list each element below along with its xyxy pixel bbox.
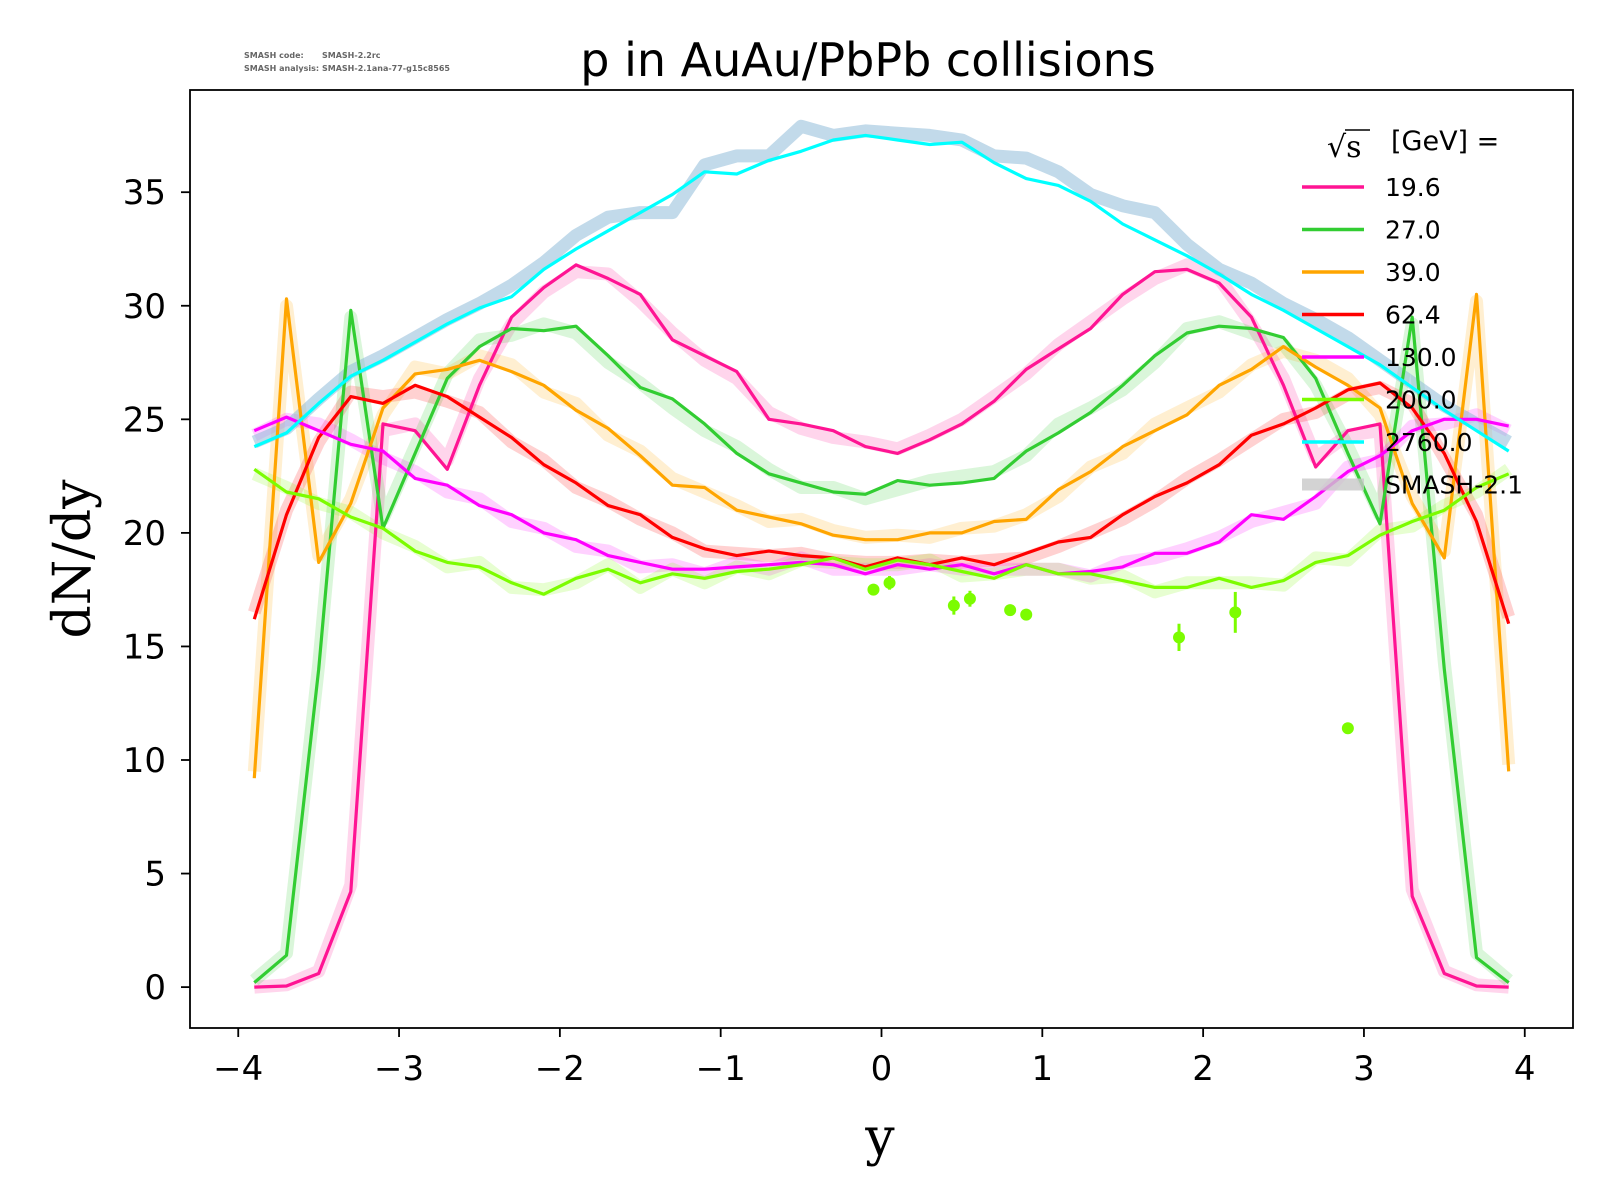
y-tick-label: 5 — [144, 855, 166, 895]
legend-title-text: [GeV] = — [1391, 126, 1499, 157]
measured-point-3 — [963, 592, 976, 605]
legend-title-symbol: √s — [1327, 130, 1362, 165]
series-0-line — [254, 263, 1509, 989]
legend-label-4: 130.0 — [1385, 343, 1457, 372]
series-2-line — [252, 292, 1511, 779]
series-1-reference-band — [250, 310, 1513, 986]
legend-label-2: 39.0 — [1385, 258, 1441, 287]
smash-analysis-value: SMASH-2.1ana-77-g15c8565 — [322, 64, 450, 73]
x-tick-label: −4 — [213, 1049, 263, 1089]
smash-analysis-label: SMASH analysis: — [244, 64, 319, 73]
y-axis-label: dN/dy — [43, 479, 103, 639]
series-0-reference-band — [253, 258, 1510, 994]
x-tick-label: −3 — [374, 1049, 424, 1089]
y-tick-label: 20 — [123, 514, 166, 554]
legend-label-0: 19.6 — [1385, 173, 1441, 202]
measured-point-0 — [867, 583, 880, 596]
y-tick-label: 10 — [123, 741, 166, 781]
series-6-line — [253, 133, 1510, 453]
x-tick-label: −1 — [696, 1049, 746, 1089]
smash-code-value: SMASH-2.2rc — [322, 51, 381, 60]
legend-label-6: 2760.0 — [1385, 428, 1472, 457]
y-tick-label: 0 — [144, 968, 166, 1008]
y-axis-ticks: 0 5 10 15 20 25 30 35 — [123, 173, 190, 1008]
chart-title: p in AuAu/PbPb collisions — [580, 33, 1155, 87]
x-tick-label: 1 — [1031, 1049, 1053, 1089]
measured-point-5 — [1020, 608, 1033, 621]
smash-code-label: SMASH code: — [244, 51, 304, 60]
measured-point-1 — [883, 576, 896, 589]
x-tick-label: 0 — [871, 1049, 893, 1089]
y-tick-label: 25 — [123, 400, 166, 440]
legend-label-1: 27.0 — [1385, 216, 1441, 245]
x-tick-label: 2 — [1192, 1049, 1214, 1089]
y-tick-label: 35 — [123, 173, 166, 213]
measured-points — [867, 576, 1354, 735]
x-tick-label: 4 — [1514, 1049, 1536, 1089]
legend-label-5: 200.0 — [1385, 386, 1457, 415]
series-lines — [252, 133, 1511, 989]
series-3-line — [252, 381, 1511, 625]
series-4-line — [253, 415, 1510, 576]
series-2-reference-band — [247, 294, 1516, 772]
y-tick-label: 15 — [123, 627, 166, 667]
measured-point-2 — [947, 599, 960, 612]
smash-reference-bands — [247, 119, 1516, 994]
measured-point-8 — [1341, 722, 1354, 735]
legend-entries: 19.6 27.0 39.0 62.4 130.0 200.0 2760.0 SMASH-2.… — [1302, 129, 1523, 500]
measured-point-7 — [1229, 606, 1242, 619]
x-tick-label: 3 — [1353, 1049, 1375, 1089]
measured-point-6 — [1173, 631, 1186, 644]
series-6-reference-band — [251, 119, 1512, 448]
y-tick-label: 30 — [123, 287, 166, 327]
measured-point-4 — [1004, 604, 1017, 617]
legend-label-3: 62.4 — [1385, 301, 1441, 330]
series-5-line — [253, 467, 1510, 596]
x-tick-label: −2 — [535, 1049, 585, 1089]
legend: √s [GeV] = 19.6 27.0 39.0 62.4 130.0 200.0 276… — [1302, 126, 1523, 500]
legend-label-reference: SMASH-2.1 — [1385, 471, 1523, 500]
x-axis-ticks: −4 −3 −2 −1 0 1 2 3 4 — [213, 1028, 1536, 1089]
x-axis-label: y — [864, 1108, 895, 1168]
